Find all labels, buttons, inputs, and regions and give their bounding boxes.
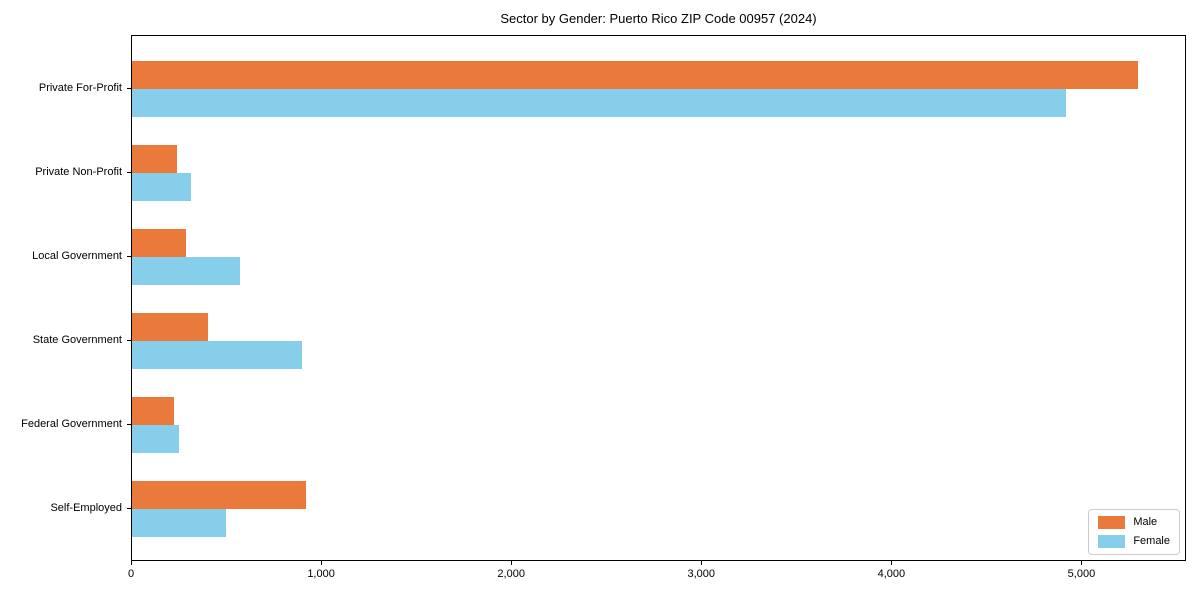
y-axis-label: State Government bbox=[32, 334, 122, 346]
bar-female bbox=[132, 257, 240, 285]
x-tick bbox=[320, 561, 322, 565]
plot-area: Male Female bbox=[131, 35, 1186, 561]
bar-male bbox=[132, 229, 186, 257]
x-tick-label: 1,000 bbox=[307, 568, 335, 580]
x-tick bbox=[890, 561, 892, 565]
female-swatch-icon bbox=[1098, 535, 1126, 548]
bar-female bbox=[132, 341, 303, 369]
y-tick bbox=[127, 172, 131, 173]
x-tick-label: 4,000 bbox=[877, 568, 906, 580]
bar-male bbox=[132, 481, 307, 509]
x-tick-label: 3,000 bbox=[687, 568, 716, 580]
legend-label-male: Male bbox=[1133, 516, 1158, 528]
y-axis-label: Federal Government bbox=[21, 418, 122, 430]
bar-female bbox=[132, 425, 179, 453]
y-tick bbox=[127, 508, 131, 509]
y-tick bbox=[127, 340, 131, 341]
x-tick-label: 0 bbox=[127, 568, 135, 580]
x-tick bbox=[130, 561, 132, 565]
bar-male bbox=[132, 397, 174, 425]
legend-label-female: Female bbox=[1133, 535, 1170, 547]
bar-female bbox=[132, 173, 192, 201]
x-tick bbox=[1080, 561, 1082, 565]
y-tick bbox=[127, 256, 131, 257]
y-axis-label: Local Government bbox=[32, 250, 122, 262]
y-tick bbox=[127, 424, 131, 425]
legend-item-male: Male bbox=[1098, 516, 1170, 529]
chart-title: Sector by Gender: Puerto Rico ZIP Code 0… bbox=[500, 11, 817, 26]
x-tick-label: 5,000 bbox=[1067, 568, 1096, 580]
x-tick bbox=[700, 561, 702, 565]
y-axis-label: Private Non-Profit bbox=[35, 166, 122, 178]
y-axis-label: Self-Employed bbox=[50, 502, 122, 514]
bar-male bbox=[132, 145, 178, 173]
bar-female bbox=[132, 89, 1066, 117]
y-tick bbox=[127, 88, 131, 89]
bar-male bbox=[132, 313, 209, 341]
male-swatch-icon bbox=[1098, 516, 1126, 529]
bar-female bbox=[132, 509, 227, 537]
legend-item-female: Female bbox=[1098, 535, 1170, 548]
x-tick bbox=[510, 561, 512, 565]
y-axis-label: Private For-Profit bbox=[38, 82, 122, 94]
legend: Male Female bbox=[1088, 509, 1180, 555]
bar-male bbox=[132, 61, 1138, 89]
x-tick-label: 2,000 bbox=[497, 568, 525, 580]
